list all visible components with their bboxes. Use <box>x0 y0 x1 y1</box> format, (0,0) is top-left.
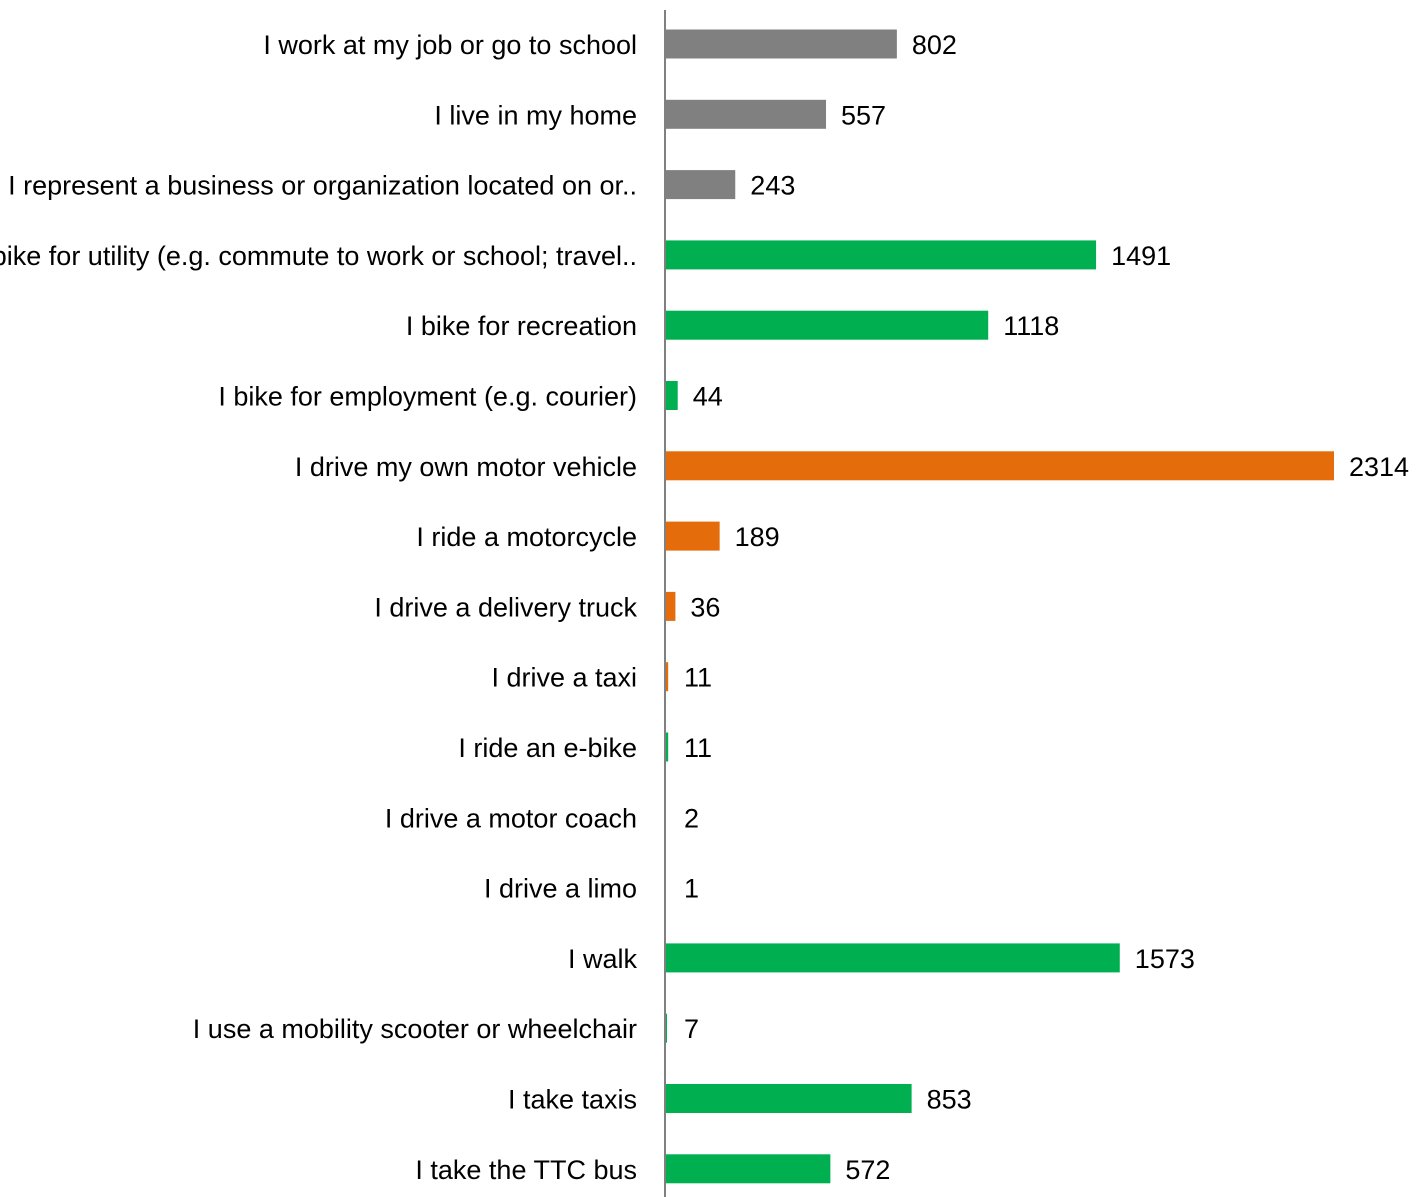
labels-layer: I work at my job or go to school 802 I liv… <box>0 30 1409 1185</box>
bar-13 <box>665 943 1120 973</box>
category-label-3: I bike for utility (e.g. commute to work… <box>0 241 637 271</box>
bar-8 <box>665 591 676 621</box>
category-label-16: I take the TTC bus <box>415 1155 637 1185</box>
bar-2 <box>665 170 736 200</box>
bar-6 <box>665 451 1334 481</box>
bar-1 <box>665 99 827 129</box>
category-label-11: I drive a motor coach <box>385 803 637 833</box>
value-label-7: 189 <box>735 522 780 552</box>
category-label-5: I bike for employment (e.g. courier) <box>218 382 637 412</box>
value-label-8: 36 <box>690 592 720 622</box>
value-label-2: 243 <box>750 171 795 201</box>
category-label-1: I live in my home <box>434 100 637 130</box>
value-label-11: 2 <box>684 803 699 833</box>
bar-3 <box>665 240 1097 270</box>
bar-15 <box>665 1084 912 1113</box>
category-label-4: I bike for recreation <box>406 311 637 341</box>
category-label-2: I represent a business or organization l… <box>8 171 637 201</box>
bar-14 <box>665 1013 668 1043</box>
value-label-10: 11 <box>684 733 712 763</box>
bar-16 <box>665 1154 831 1184</box>
category-label-0: I work at my job or go to school <box>263 30 637 60</box>
bar-7 <box>665 521 720 551</box>
value-label-9: 11 <box>684 663 712 693</box>
value-label-12: 1 <box>684 874 699 904</box>
category-label-12: I drive a limo <box>484 874 637 904</box>
bars-layer <box>665 29 1334 1184</box>
category-label-6: I drive my own motor vehicle <box>295 452 637 482</box>
category-label-15: I take taxis <box>508 1085 637 1115</box>
bar-9 <box>665 662 669 692</box>
value-label-13: 1573 <box>1135 944 1195 974</box>
bar-5 <box>665 381 678 410</box>
value-label-3: 1491 <box>1111 241 1171 271</box>
category-label-8: I drive a delivery truck <box>374 592 637 622</box>
value-label-4: 1118 <box>1003 311 1059 341</box>
value-label-6: 2314 <box>1349 452 1409 482</box>
value-label-1: 557 <box>841 100 886 130</box>
value-label-15: 853 <box>927 1085 972 1115</box>
value-label-14: 7 <box>684 1014 699 1044</box>
bar-0 <box>665 29 897 59</box>
category-label-13: I walk <box>568 944 638 974</box>
bar-10 <box>665 732 669 762</box>
category-label-10: I ride an e-bike <box>458 733 637 763</box>
value-label-16: 572 <box>845 1155 890 1185</box>
category-label-7: I ride a motorcycle <box>416 522 637 552</box>
value-label-5: 44 <box>693 382 723 412</box>
value-label-0: 802 <box>912 30 957 60</box>
bar-4 <box>665 310 989 340</box>
category-label-14: I use a mobility scooter or wheelchair <box>193 1014 637 1044</box>
category-label-9: I drive a taxi <box>491 663 637 693</box>
